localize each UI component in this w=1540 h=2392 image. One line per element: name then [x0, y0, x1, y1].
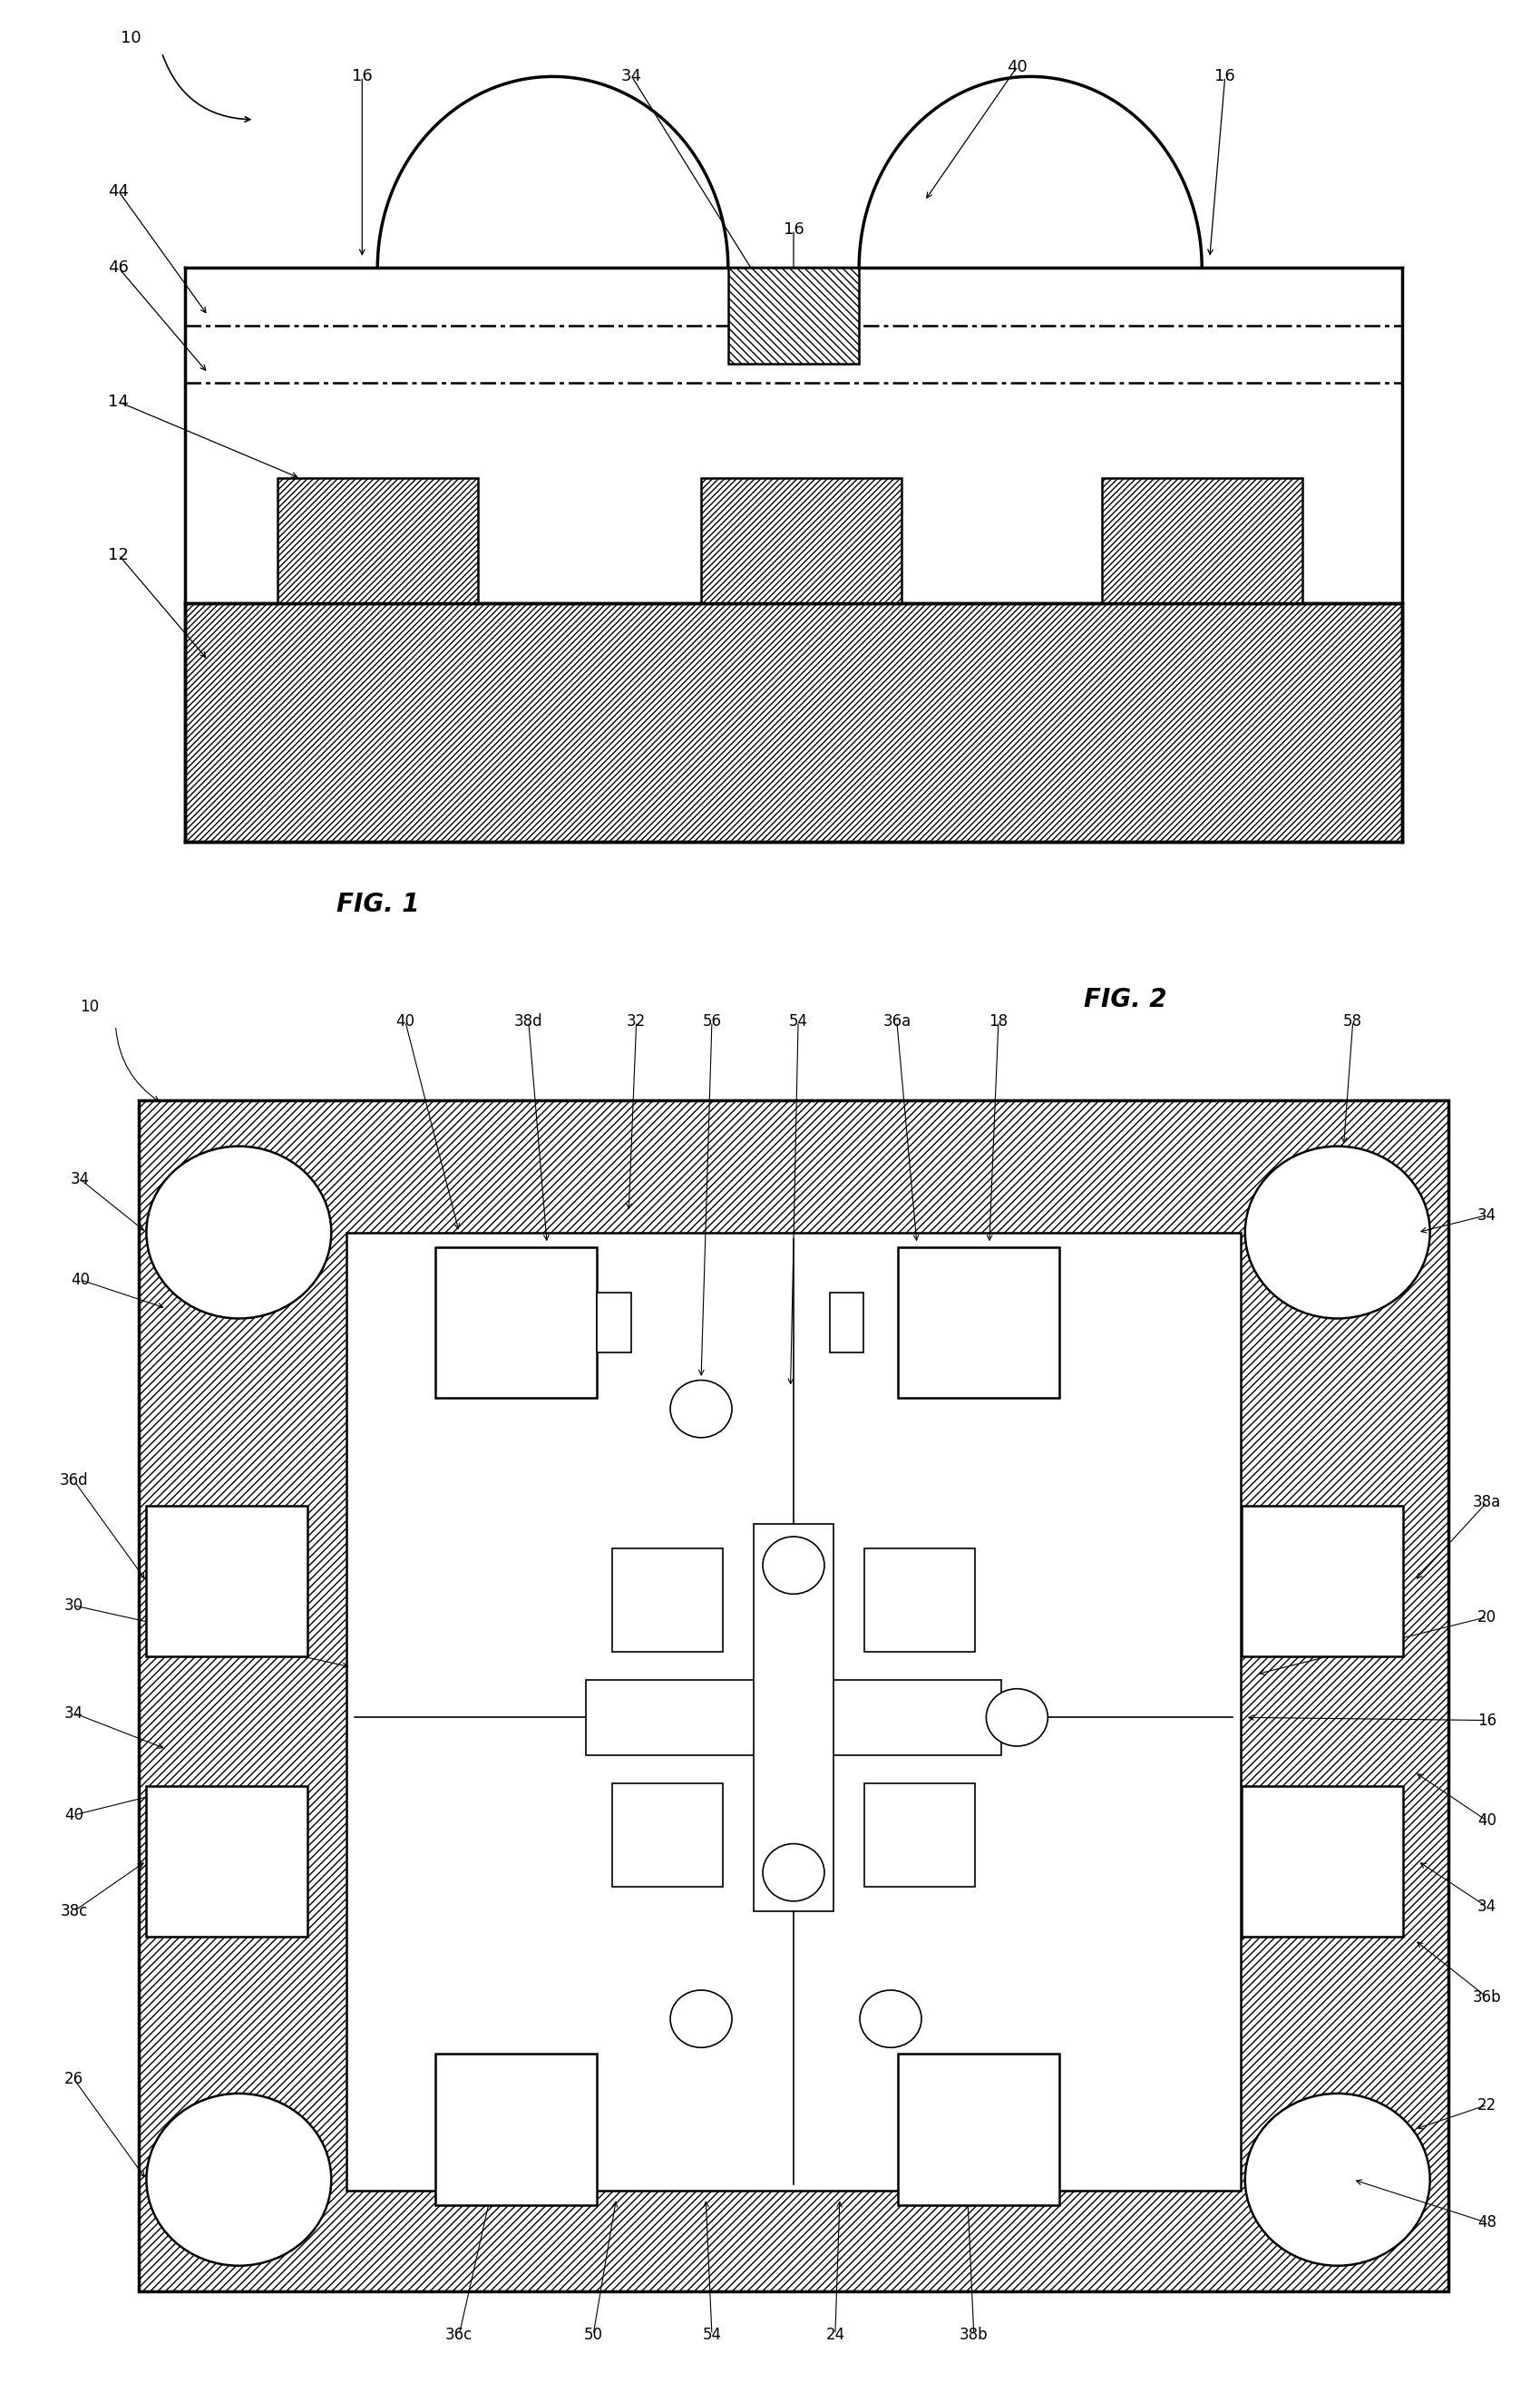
Bar — [1101, 478, 1301, 603]
Text: 54: 54 — [702, 2327, 721, 2342]
Text: 36d: 36d — [60, 1473, 88, 1488]
Bar — [611, 1784, 722, 1887]
Text: 40: 40 — [65, 1806, 83, 1823]
Bar — [1241, 1507, 1401, 1658]
Text: 10: 10 — [120, 31, 142, 45]
Circle shape — [146, 2093, 331, 2265]
Circle shape — [762, 1536, 824, 1593]
Text: 46: 46 — [108, 261, 129, 275]
Text: 34: 34 — [65, 1705, 83, 1722]
Text: 34: 34 — [621, 69, 642, 84]
Text: 16: 16 — [782, 222, 804, 237]
Text: 34: 34 — [71, 1172, 89, 1186]
Bar — [346, 1232, 1240, 2191]
Circle shape — [670, 1380, 732, 1438]
Bar — [1241, 1784, 1401, 1938]
Text: 38d: 38d — [514, 1014, 542, 1029]
Circle shape — [670, 1990, 732, 2048]
Bar — [728, 268, 859, 364]
Text: 20: 20 — [1477, 1610, 1495, 1624]
Text: 12: 12 — [108, 548, 129, 562]
Text: FIG. 1: FIG. 1 — [336, 892, 419, 916]
Text: 34: 34 — [1477, 1208, 1495, 1222]
Bar — [829, 1292, 862, 1354]
Text: 26: 26 — [65, 2071, 83, 2088]
Text: 54: 54 — [788, 1014, 807, 1029]
Text: 56: 56 — [702, 1014, 721, 1029]
Bar — [139, 1100, 1448, 2292]
Circle shape — [762, 1844, 824, 1902]
Text: 34: 34 — [1477, 1899, 1495, 1916]
Circle shape — [146, 1146, 331, 1318]
Text: 58: 58 — [1343, 1014, 1361, 1029]
Text: 36b: 36b — [1472, 1990, 1500, 2004]
Bar — [701, 478, 901, 603]
Text: 16: 16 — [1214, 69, 1235, 84]
Text: 32: 32 — [627, 1014, 645, 1029]
Text: 40: 40 — [1477, 1813, 1495, 1830]
Text: 30: 30 — [65, 1598, 83, 1615]
Text: 38c: 38c — [60, 1904, 88, 1918]
Bar — [145, 1507, 306, 1658]
Bar — [864, 1784, 975, 1887]
Text: 16: 16 — [1477, 1713, 1495, 1729]
Bar — [611, 1548, 722, 1650]
Bar — [896, 1249, 1060, 1397]
Text: 24: 24 — [825, 2327, 844, 2342]
Bar — [753, 1524, 833, 1911]
Text: FIG. 2: FIG. 2 — [1083, 988, 1166, 1012]
Text: 22: 22 — [1477, 2098, 1495, 2112]
Text: 38a: 38a — [1472, 1495, 1500, 1509]
Text: 50: 50 — [584, 2327, 602, 2342]
Circle shape — [1244, 1146, 1429, 1318]
Text: 38b: 38b — [959, 2327, 987, 2342]
Text: 18: 18 — [989, 1014, 1007, 1029]
Text: 14: 14 — [108, 395, 129, 409]
Bar — [145, 1784, 306, 1938]
Text: 10: 10 — [80, 1000, 99, 1014]
Bar — [598, 1292, 631, 1354]
Bar — [436, 2055, 598, 2205]
Bar — [864, 1548, 975, 1650]
Bar — [896, 2055, 1060, 2205]
Text: 36c: 36c — [445, 2327, 473, 2342]
Bar — [277, 478, 477, 603]
Text: 48: 48 — [1477, 2215, 1495, 2232]
Circle shape — [986, 1689, 1047, 1746]
Text: 44: 44 — [108, 184, 129, 199]
Text: 36a: 36a — [882, 1014, 910, 1029]
Circle shape — [859, 1990, 921, 2048]
Bar — [585, 1679, 1001, 1756]
Circle shape — [1244, 2093, 1429, 2265]
Bar — [185, 603, 1401, 842]
Text: 40: 40 — [1006, 60, 1027, 74]
Text: 16: 16 — [351, 69, 373, 84]
Text: 40: 40 — [396, 1014, 414, 1029]
Text: 40: 40 — [71, 1273, 89, 1287]
Bar — [436, 1249, 598, 1397]
